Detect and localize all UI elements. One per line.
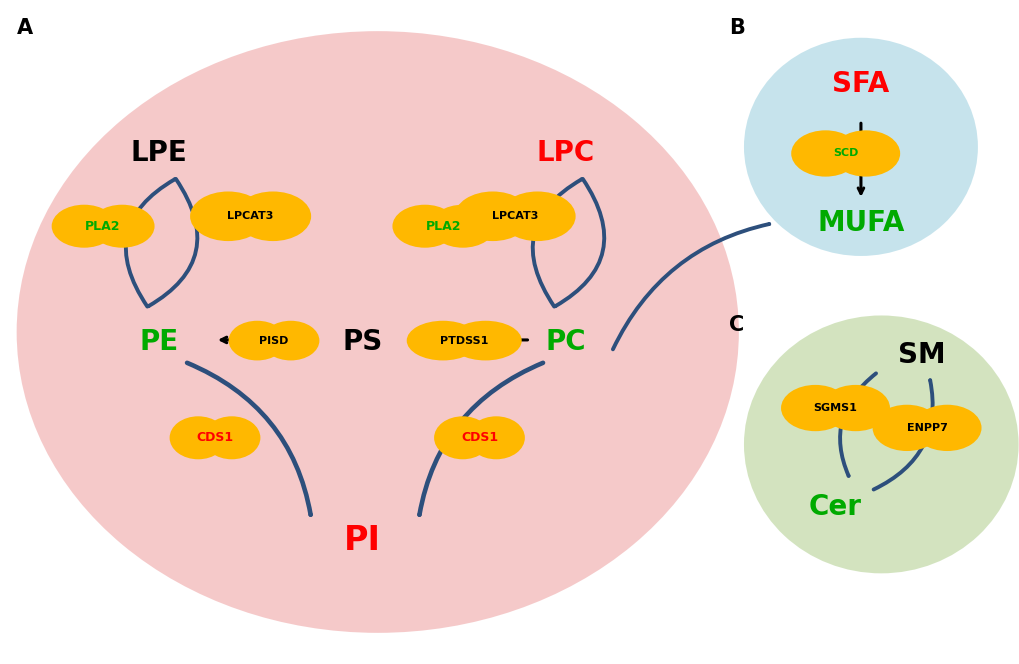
Text: LPCAT3: LPCAT3 [227, 211, 273, 221]
FancyArrowPatch shape [125, 179, 174, 307]
FancyArrowPatch shape [419, 363, 542, 515]
Text: PC: PC [545, 328, 586, 356]
Ellipse shape [830, 130, 900, 177]
Text: MUFA: MUFA [816, 209, 904, 237]
Text: CDS1: CDS1 [197, 432, 233, 444]
Text: B: B [728, 18, 744, 38]
Ellipse shape [743, 315, 1018, 573]
Ellipse shape [262, 321, 319, 361]
Text: SM: SM [898, 341, 945, 369]
FancyArrowPatch shape [554, 179, 603, 306]
Ellipse shape [499, 191, 575, 241]
Ellipse shape [407, 321, 479, 361]
Text: LPCAT3: LPCAT3 [491, 211, 538, 221]
Text: PLA2: PLA2 [86, 220, 120, 232]
Text: PTDSS1: PTDSS1 [439, 335, 488, 345]
Ellipse shape [234, 191, 311, 241]
Text: LPC: LPC [536, 139, 594, 167]
Text: PISD: PISD [259, 335, 288, 345]
Ellipse shape [430, 205, 495, 248]
FancyArrowPatch shape [149, 179, 198, 306]
FancyArrowPatch shape [186, 363, 311, 515]
Ellipse shape [743, 38, 977, 256]
FancyArrowPatch shape [532, 179, 581, 307]
Ellipse shape [203, 416, 260, 459]
Ellipse shape [871, 405, 941, 451]
Text: Cer: Cer [808, 493, 861, 521]
Ellipse shape [781, 385, 849, 431]
Text: SGMS1: SGMS1 [813, 403, 857, 413]
Ellipse shape [448, 321, 521, 361]
Text: LPE: LPE [130, 139, 187, 167]
FancyArrowPatch shape [872, 380, 931, 489]
Ellipse shape [454, 191, 530, 241]
Text: PS: PS [342, 328, 382, 356]
Ellipse shape [90, 205, 155, 248]
FancyArrowPatch shape [840, 373, 875, 476]
Text: ENPP7: ENPP7 [906, 423, 947, 433]
Text: PI: PI [343, 524, 381, 557]
Text: A: A [16, 18, 33, 38]
Ellipse shape [169, 416, 226, 459]
Ellipse shape [52, 205, 116, 248]
Ellipse shape [467, 416, 525, 459]
Ellipse shape [912, 405, 980, 451]
Ellipse shape [392, 205, 457, 248]
Text: CDS1: CDS1 [461, 432, 497, 444]
Text: SCD: SCD [833, 149, 858, 159]
Ellipse shape [791, 130, 859, 177]
Ellipse shape [228, 321, 285, 361]
Ellipse shape [434, 416, 491, 459]
Ellipse shape [820, 385, 890, 431]
Text: PE: PE [140, 328, 178, 356]
Text: C: C [728, 315, 743, 335]
Text: SFA: SFA [832, 70, 889, 98]
Ellipse shape [190, 191, 266, 241]
Text: PLA2: PLA2 [426, 220, 462, 232]
Ellipse shape [16, 31, 738, 633]
FancyArrowPatch shape [612, 224, 768, 349]
